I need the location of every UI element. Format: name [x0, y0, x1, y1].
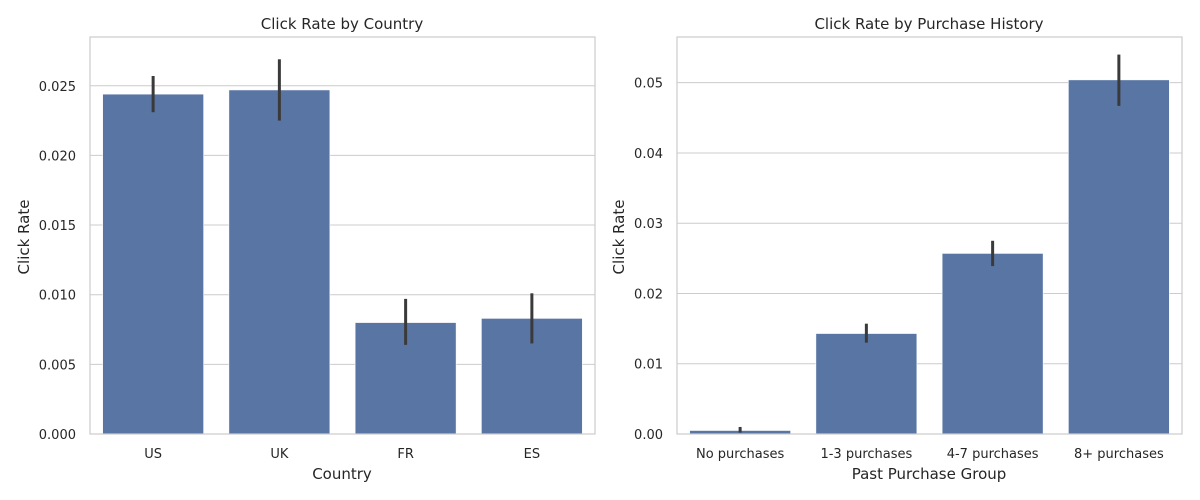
y-tick-label: 0.025: [39, 80, 76, 95]
y-tick-labels: 0.000 0.005 0.010 0.015 0.020 0.025: [39, 80, 76, 443]
bar: [941, 253, 1044, 435]
x-tick-label: FR: [397, 447, 414, 462]
x-tick-label: ES: [524, 447, 540, 462]
x-tick-labels: No purchases 1-3 purchases 4-7 purchases 8+…: [696, 447, 1164, 462]
y-axis-label: Click Rate: [15, 200, 33, 275]
y-tick-label: 0.005: [39, 358, 76, 373]
y-tick-label: 0.01: [634, 358, 663, 373]
chart-title: Click Rate by Purchase History: [814, 15, 1043, 33]
y-tick-label: 0.020: [39, 149, 76, 164]
y-tick-label: 0.010: [39, 289, 76, 304]
y-tick-label: 0.000: [39, 428, 76, 443]
x-tick-label: 1-3 purchases: [820, 447, 912, 462]
plot-frame: [89, 36, 596, 435]
chart-panel-purchase-history: Click Rate by Purchase History Past Purc…: [610, 15, 1183, 483]
y-tick-label: 0.015: [39, 219, 76, 234]
y-axis-label: Click Rate: [610, 200, 628, 275]
bar: [228, 89, 331, 435]
x-tick-label: US: [144, 447, 162, 462]
plot-frame: [676, 36, 1183, 435]
chart-panel-country: Click Rate by Country Country Click Rate…: [15, 15, 596, 483]
y-tick-label: 0.05: [634, 77, 663, 92]
error-bars: [151, 59, 534, 345]
y-tick-label: 0.00: [634, 428, 663, 443]
y-tick-label: 0.02: [634, 287, 663, 302]
x-tick-label: UK: [270, 447, 289, 462]
y-tick-labels: 0.00 0.01 0.02 0.03 0.04 0.05: [634, 77, 663, 443]
x-tick-labels: US UK FR ES: [144, 447, 540, 462]
x-tick-label: 8+ purchases: [1074, 447, 1164, 462]
y-tick-label: 0.04: [634, 147, 663, 162]
x-axis-label: Past Purchase Group: [852, 465, 1007, 483]
y-tick-label: 0.03: [634, 217, 663, 232]
error-bars: [738, 54, 1121, 433]
x-tick-label: No purchases: [696, 447, 784, 462]
x-tick-label: 4-7 purchases: [947, 447, 1039, 462]
bars: [102, 89, 583, 435]
bars: [689, 79, 1170, 435]
chart-title: Click Rate by Country: [261, 15, 424, 33]
bar: [815, 333, 918, 435]
bar: [102, 93, 204, 435]
bar: [1068, 79, 1170, 435]
x-axis-label: Country: [312, 465, 372, 483]
